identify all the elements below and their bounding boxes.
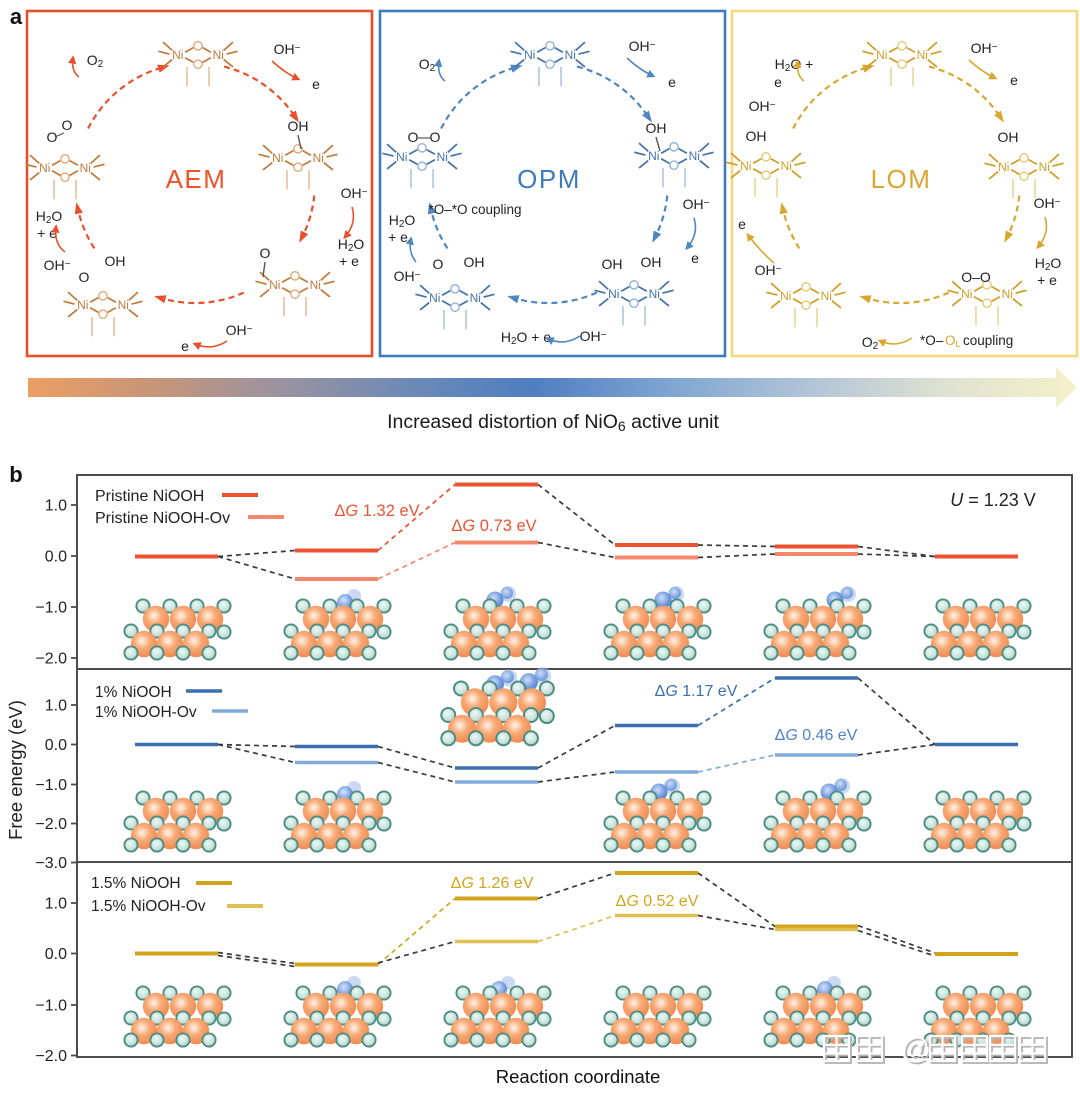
svg-text:OPM: OPM — [517, 164, 581, 194]
svg-text:−1.0: −1.0 — [35, 600, 67, 617]
svg-text:+ e: + e — [1037, 272, 1057, 288]
svg-text:*O–: *O– — [920, 333, 944, 348]
svg-text:a: a — [10, 4, 23, 29]
svg-text:H2O: H2O — [389, 212, 416, 230]
svg-text:e: e — [691, 250, 699, 266]
svg-text:H2O: H2O — [338, 236, 365, 254]
svg-text:OH−: OH− — [683, 196, 710, 212]
svg-text:1.0: 1.0 — [45, 698, 67, 715]
svg-text:−1.0: −1.0 — [35, 998, 67, 1015]
svg-text:H2O: H2O — [36, 208, 63, 226]
svg-text:coupling: coupling — [963, 333, 1013, 348]
svg-text:OH: OH — [646, 120, 667, 136]
svg-text:O: O — [430, 129, 441, 145]
svg-text:Reaction coordinate: Reaction coordinate — [496, 1066, 661, 1087]
svg-text:H2O: H2O — [1035, 255, 1062, 273]
svg-text:O–O: O–O — [961, 269, 991, 285]
svg-text:@: @ — [903, 1034, 933, 1067]
svg-text:e: e — [738, 216, 746, 232]
svg-text:OH: OH — [998, 129, 1019, 145]
svg-text:ΔG 1.26 eV: ΔG 1.26 eV — [451, 875, 534, 892]
svg-text:1.5% NiOOH-Ov: 1.5% NiOOH-Ov — [91, 898, 206, 915]
svg-text:OH: OH — [602, 256, 623, 272]
svg-text:e: e — [774, 74, 782, 90]
svg-text:0.0: 0.0 — [45, 737, 67, 754]
svg-text:OH−: OH− — [1034, 195, 1061, 211]
svg-text:OH−: OH− — [749, 98, 776, 114]
svg-text:ΔG 0.73 eV: ΔG 0.73 eV — [451, 517, 536, 535]
svg-text:−2.0: −2.0 — [35, 1048, 67, 1065]
svg-text:H2O +: H2O + — [775, 56, 814, 74]
svg-text:O: O — [433, 256, 444, 272]
svg-text:OH−: OH− — [971, 40, 998, 56]
svg-text:ΔG 0.52 eV: ΔG 0.52 eV — [616, 893, 699, 910]
svg-text:1.5% NiOOH: 1.5% NiOOH — [91, 875, 181, 892]
svg-text:OH−: OH− — [755, 262, 782, 278]
svg-text:O: O — [408, 129, 419, 145]
svg-text:+ e: + e — [388, 229, 408, 245]
svg-text:O: O — [62, 117, 73, 133]
svg-text:LOM: LOM — [871, 164, 932, 194]
svg-text:Pristine NiOOH-Ov: Pristine NiOOH-Ov — [95, 510, 230, 527]
svg-text:1.0: 1.0 — [45, 498, 67, 515]
svg-text:e: e — [668, 74, 676, 90]
svg-text:−3.0: −3.0 — [35, 855, 67, 872]
svg-text:b: b — [9, 462, 22, 487]
svg-text:@: @ — [900, 1032, 930, 1065]
svg-text:Increased distortion of NiO6 a: Increased distortion of NiO6 active unit — [387, 411, 719, 434]
svg-text:OH: OH — [288, 118, 309, 134]
svg-text:−2.0: −2.0 — [35, 651, 67, 668]
svg-text:OH: OH — [746, 128, 767, 144]
svg-text:ΔG 1.32 eV: ΔG 1.32 eV — [334, 502, 419, 520]
svg-text:OH: OH — [105, 253, 126, 269]
svg-text:OH−: OH− — [580, 328, 607, 344]
svg-text:OH−: OH− — [341, 185, 368, 201]
svg-text:*O–*O coupling: *O–*O coupling — [428, 202, 521, 217]
svg-text:1% NiOOH: 1% NiOOH — [95, 684, 172, 701]
svg-text:OH−: OH− — [394, 268, 421, 284]
svg-text:O: O — [47, 129, 58, 145]
svg-text:−1.0: −1.0 — [35, 777, 67, 794]
svg-text:Free energy (eV): Free energy (eV) — [5, 700, 26, 840]
svg-text:e: e — [312, 76, 320, 92]
svg-text:1.0: 1.0 — [45, 896, 67, 913]
svg-text:AEM: AEM — [166, 164, 227, 194]
svg-text:+ e: + e — [339, 253, 359, 269]
svg-text:ΔG 1.17 eV: ΔG 1.17 eV — [655, 683, 738, 700]
svg-text:OH−: OH− — [274, 41, 301, 57]
svg-text:0.0: 0.0 — [45, 549, 67, 566]
svg-text:+ e: + e — [37, 225, 57, 241]
svg-text:e: e — [1010, 72, 1018, 88]
svg-text:OH−: OH− — [44, 257, 71, 273]
svg-text:H2O + e: H2O + e — [501, 329, 552, 347]
svg-text:OH−: OH− — [226, 322, 253, 338]
svg-text:O: O — [79, 269, 90, 285]
svg-text:OH: OH — [464, 254, 485, 270]
svg-text:Pristine NiOOH: Pristine NiOOH — [95, 488, 204, 505]
svg-text:U = 1.23 V: U = 1.23 V — [950, 490, 1036, 510]
svg-text:ΔG 0.46 eV: ΔG 0.46 eV — [775, 727, 858, 744]
svg-text:e: e — [181, 338, 189, 354]
svg-text:−2.0: −2.0 — [35, 816, 67, 833]
svg-text:O: O — [260, 245, 271, 261]
svg-text:0.0: 0.0 — [45, 946, 67, 963]
svg-text:OH−: OH− — [629, 38, 656, 54]
svg-text:OH: OH — [641, 254, 662, 270]
svg-text:1% NiOOH-Ov: 1% NiOOH-Ov — [95, 704, 197, 721]
